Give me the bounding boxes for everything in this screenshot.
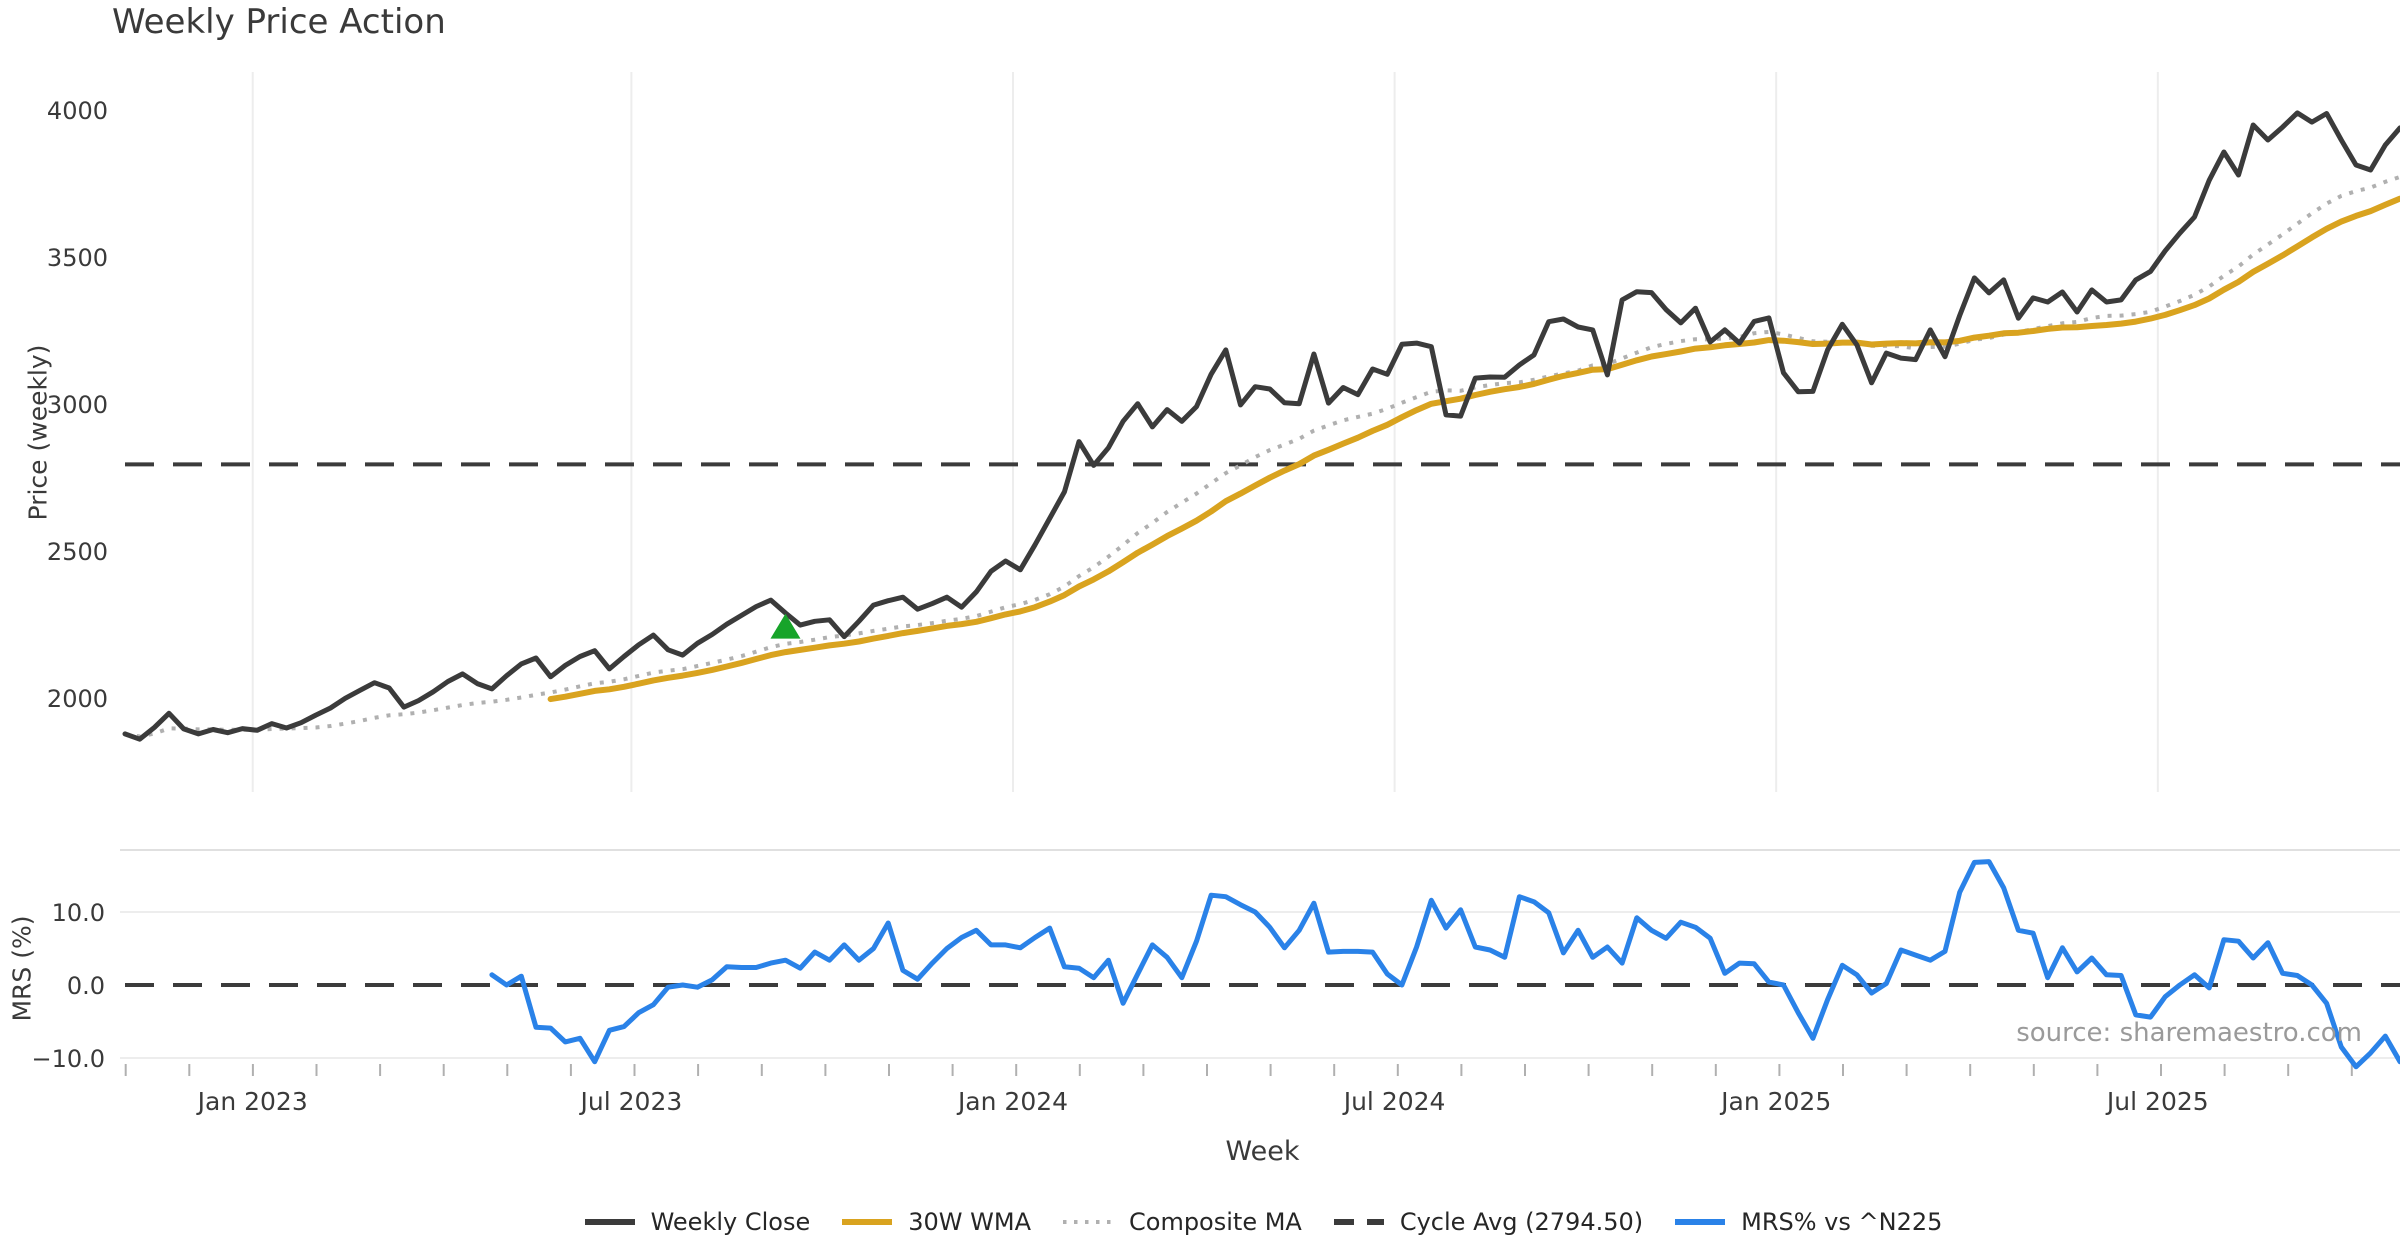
svg-text:Jan 2023: Jan 2023 [196,1087,308,1116]
legend-item-composite: Composite MA [1061,1208,1302,1236]
svg-text:3000: 3000 [47,391,108,419]
weekly-close-line-swatch-icon [584,1219,635,1225]
composite-dotted-swatch-icon [1063,1220,1113,1224]
mrs-line-swatch-icon [1675,1219,1726,1225]
svg-text:2500: 2500 [47,538,108,566]
legend: Weekly Close 30W WMA Composite MA Cycle … [125,1208,2400,1236]
svg-text:−10.0: −10.0 [31,1045,105,1073]
legend-item-cycle-avg: Cycle Avg (2794.50) [1332,1208,1643,1236]
svg-text:2000: 2000 [47,685,108,713]
legend-label-mrs: MRS% vs ^N225 [1741,1208,1943,1236]
legend-item-weekly-close: Weekly Close [583,1208,811,1236]
svg-text:Jul 2024: Jul 2024 [1342,1087,1446,1116]
chart-title: Weekly Price Action [112,2,446,42]
legend-item-mrs: MRS% vs ^N225 [1673,1208,1942,1236]
svg-text:4000: 4000 [47,97,108,125]
svg-text:10.0: 10.0 [52,899,105,927]
svg-text:Jul 2025: Jul 2025 [2105,1087,2209,1116]
cycle-avg-dashed-swatch-icon [1333,1219,1384,1225]
legend-label-cycle-avg: Cycle Avg (2794.50) [1399,1208,1644,1236]
svg-text:Jul 2023: Jul 2023 [579,1087,683,1116]
svg-text:Jan 2025: Jan 2025 [1719,1087,1831,1116]
svg-text:3500: 3500 [47,244,108,272]
buy-signal-triangle-icon [770,613,801,639]
source-credit: source: sharemaestro.com [2016,1018,2362,1048]
legend-item-wma: 30W WMA [840,1208,1031,1236]
price-axis-label: Price (weekly) [23,344,53,521]
svg-text:Jan 2024: Jan 2024 [956,1087,1068,1116]
svg-text:0.0: 0.0 [67,972,105,1000]
legend-label-wma: 30W WMA [908,1208,1031,1236]
wma-line-swatch-icon [842,1219,893,1225]
mrs-axis-label: MRS (%) [7,915,37,1022]
x-axis-label: Week [1225,1136,1300,1167]
legend-label-composite: Composite MA [1129,1208,1302,1236]
legend-label-weekly-close: Weekly Close [650,1208,811,1236]
